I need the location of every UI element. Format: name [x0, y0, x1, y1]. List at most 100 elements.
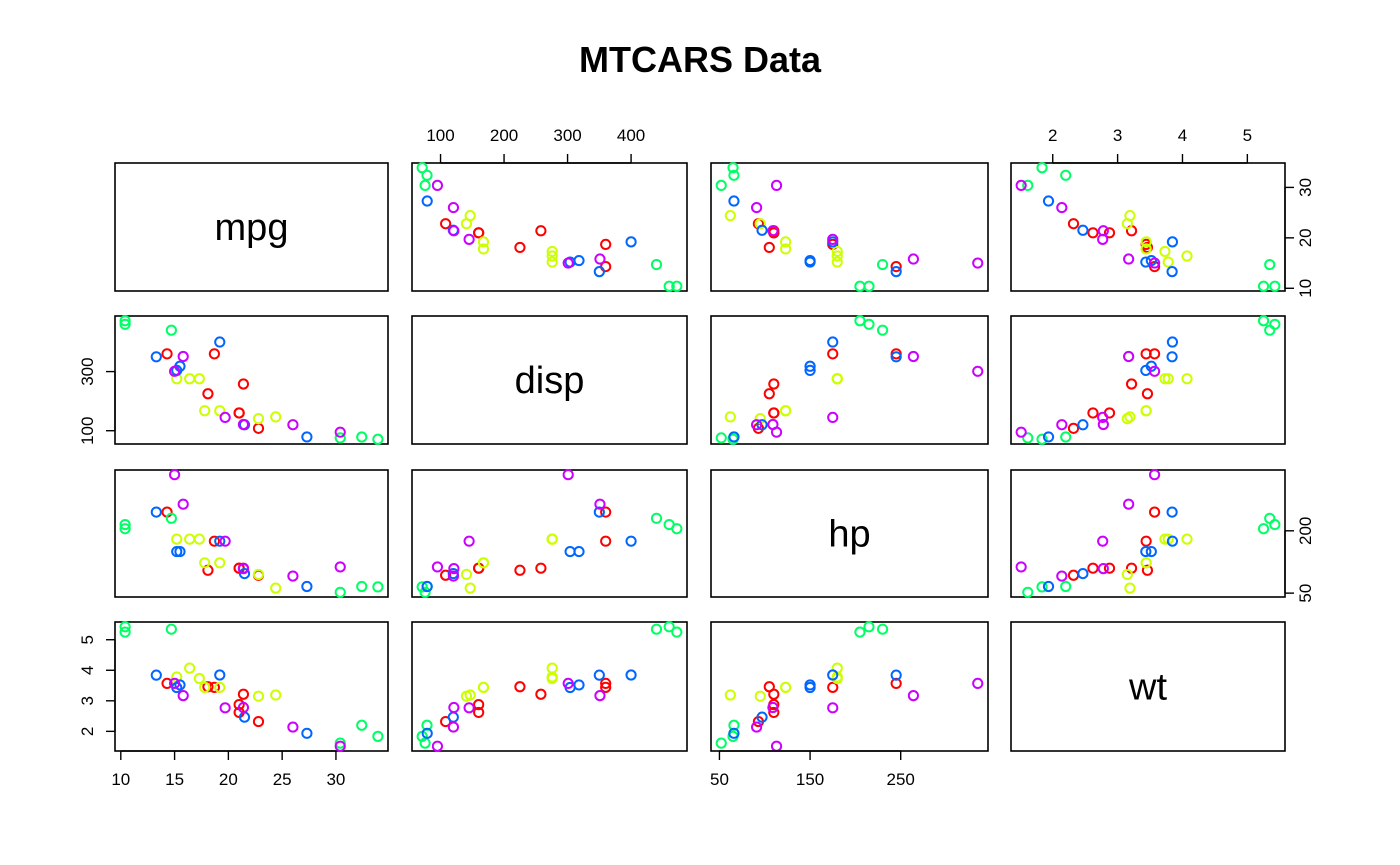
- point-mpg-vs-disp-14: [671, 280, 683, 292]
- point-disp-vs-wt-27: [1015, 426, 1027, 438]
- point-wt-vs-hp-22: [804, 681, 816, 694]
- point-disp-vs-wt-12: [1159, 373, 1171, 385]
- panel-disp-vs-disp: [411, 315, 688, 445]
- point-hp-vs-wt-26: [1056, 570, 1068, 582]
- point-disp-vs-mpg-30: [168, 365, 181, 377]
- point-hp-vs-disp-5: [514, 564, 526, 576]
- point-disp-vs-mpg-10: [199, 405, 211, 417]
- point-hp-vs-disp-23: [593, 506, 605, 518]
- point-mpg-vs-disp-11: [546, 250, 558, 262]
- point-wt-vs-hp-14: [854, 626, 866, 638]
- point-mpg-vs-wt-1: [1103, 227, 1116, 239]
- point-wt-vs-hp-17: [728, 719, 740, 731]
- point-mpg-vs-disp-19: [416, 162, 428, 174]
- left-tick-label-wt-5: 5: [78, 635, 97, 644]
- point-hp-vs-wt-18: [1022, 586, 1034, 598]
- point-wt-vs-disp-26: [447, 721, 460, 733]
- point-disp-vs-mpg-8: [252, 413, 265, 425]
- point-hp-vs-disp-27: [431, 561, 444, 573]
- point-hp-vs-disp-21: [573, 545, 585, 558]
- point-wt-vs-hp-30: [972, 677, 984, 690]
- point-hp-vs-wt-19: [1036, 581, 1048, 593]
- point-disp-vs-hp-24: [827, 336, 839, 348]
- point-disp-vs-mpg-19: [372, 433, 384, 445]
- point-mpg-vs-hp-30: [972, 257, 984, 269]
- right-tick-label-mpg-10: 10: [1296, 279, 1315, 298]
- point-wt-vs-hp-4: [827, 681, 839, 693]
- point-wt-vs-disp-17: [421, 719, 433, 731]
- point-wt-vs-disp-20: [447, 711, 459, 723]
- point-mpg-vs-wt-12: [1159, 245, 1171, 258]
- point-disp-vs-hp-3: [768, 378, 780, 390]
- point-disp-vs-wt-15: [1269, 318, 1281, 330]
- point-hp-vs-wt-1: [1103, 562, 1116, 574]
- top-tick-label-disp-300: 300: [553, 126, 581, 145]
- point-hp-vs-mpg-31: [237, 563, 250, 575]
- point-hp-vs-disp-8: [460, 568, 473, 581]
- right-tick-label-mpg-20: 20: [1296, 228, 1315, 247]
- point-mpg-vs-disp-21: [573, 254, 585, 267]
- point-disp-vs-wt-3: [1125, 378, 1138, 390]
- point-hp-vs-mpg-18: [334, 586, 346, 598]
- point-disp-vs-wt-19: [1036, 433, 1048, 445]
- point-disp-vs-mpg-2: [252, 422, 265, 434]
- point-mpg-vs-hp-20: [756, 224, 768, 236]
- point-disp-vs-mpg-5: [202, 388, 214, 400]
- point-wt-vs-mpg-2: [252, 715, 265, 728]
- point-hp-vs-mpg-4: [208, 535, 220, 547]
- point-disp-vs-hp-5: [763, 388, 775, 400]
- point-mpg-vs-disp-1: [473, 227, 485, 239]
- point-hp-vs-wt-15: [1269, 518, 1281, 531]
- point-wt-vs-disp-31: [448, 701, 460, 714]
- point-wt-vs-hp-0: [768, 706, 780, 719]
- point-disp-vs-wt-0: [1087, 407, 1099, 419]
- point-mpg-vs-wt-27: [1015, 179, 1027, 191]
- panel-hp-vs-disp: [411, 469, 688, 598]
- point-hp-vs-disp-26: [447, 570, 460, 582]
- point-wt-vs-hp-31: [767, 701, 779, 714]
- point-hp-vs-wt-11: [1181, 533, 1193, 545]
- point-wt-vs-mpg-14: [119, 626, 131, 638]
- panel-hp-vs-wt: [1010, 469, 1286, 598]
- bottom-tick-label-mpg-25: 25: [273, 770, 292, 789]
- point-mpg-vs-hp-18: [715, 179, 727, 191]
- point-wt-vs-disp-25: [421, 727, 433, 739]
- panel-wt-vs-disp: [411, 621, 688, 752]
- point-hp-vs-wt-5: [1141, 564, 1154, 576]
- point-mpg-vs-disp-31: [448, 225, 460, 237]
- point-wt-vs-hp-23: [890, 669, 902, 681]
- point-disp-vs-hp-1: [768, 407, 780, 419]
- point-hp-vs-wt-25: [1042, 580, 1055, 593]
- point-mpg-vs-wt-30: [1148, 257, 1161, 269]
- point-disp-vs-hp-13: [831, 373, 843, 385]
- point-disp-vs-wt-29: [1097, 411, 1109, 424]
- point-disp-vs-mpg-11: [184, 373, 196, 385]
- point-disp-vs-mpg-14: [119, 315, 131, 327]
- point-disp-vs-hp-25: [728, 431, 740, 443]
- point-wt-vs-disp-8: [460, 690, 473, 702]
- point-wt-vs-disp-24: [625, 669, 637, 681]
- point-hp-vs-mpg-10: [199, 557, 211, 569]
- point-disp-vs-wt-11: [1181, 373, 1193, 385]
- point-wt-vs-mpg-11: [184, 662, 196, 674]
- point-disp-vs-wt-6: [1148, 348, 1161, 360]
- point-mpg-vs-hp-27: [770, 179, 783, 191]
- point-hp-vs-disp-10: [477, 557, 490, 569]
- chart-title: MTCARS Data: [579, 39, 822, 80]
- point-disp-vs-mpg-17: [356, 431, 368, 443]
- point-hp-vs-disp-24: [625, 535, 637, 547]
- top-tick-label-disp-100: 100: [426, 126, 454, 145]
- point-wt-vs-mpg-28: [177, 690, 189, 702]
- bottom-tick-label-mpg-10: 10: [111, 770, 130, 789]
- point-wt-vs-hp-10: [780, 681, 792, 693]
- point-hp-vs-disp-18: [419, 586, 431, 598]
- point-disp-vs-wt-30: [1148, 365, 1161, 377]
- point-disp-vs-wt-16: [1264, 324, 1276, 336]
- point-wt-vs-disp-11: [546, 662, 558, 674]
- variable-label-disp: disp: [515, 360, 585, 402]
- point-mpg-vs-hp-22: [804, 256, 816, 268]
- point-hp-vs-wt-27: [1015, 561, 1027, 573]
- point-mpg-vs-disp-24: [625, 236, 637, 248]
- point-wt-vs-mpg-30: [168, 677, 181, 690]
